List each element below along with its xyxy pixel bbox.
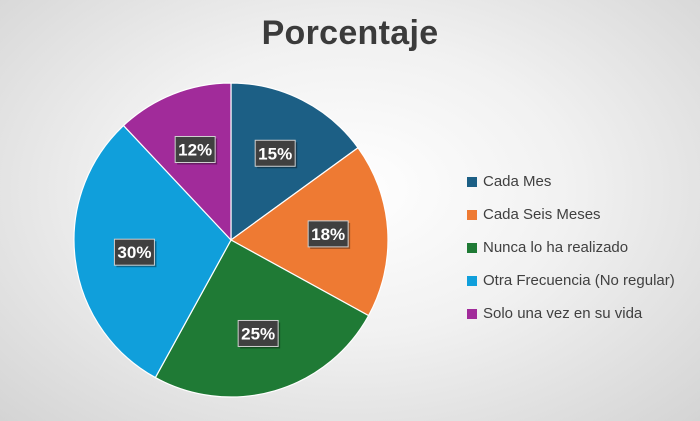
legend-label: Nunca lo ha realizado	[483, 239, 629, 256]
legend-swatch	[467, 308, 477, 319]
data-label-1: 15%	[254, 139, 298, 169]
data-label-2: 18%	[307, 220, 351, 249]
data-label-text: 18%	[311, 225, 345, 244]
legend: Cada Mes Cada Seis Meses Nunca lo ha reali…	[467, 165, 675, 330]
legend-item: Cada Mes	[467, 165, 675, 198]
legend-label: Solo una vez en su vida	[483, 305, 643, 322]
legend-item: Otra Frecuencia (No regular)	[467, 264, 675, 297]
data-label-5: 12%	[174, 135, 218, 165]
legend-label: Cada Seis Meses	[483, 206, 601, 223]
data-label-text: 30%	[117, 243, 151, 262]
pie-slice-3	[154, 239, 370, 398]
data-label-3: 25%	[237, 319, 281, 349]
legend-item: Nunca lo ha realizado	[467, 231, 675, 264]
legend-swatch	[467, 176, 477, 187]
chart-title: Porcentaje	[261, 14, 439, 52]
data-label-4: 30%	[113, 238, 157, 268]
legend-item: Solo una vez en su vida	[467, 297, 675, 330]
legend-label: Cada Mes	[483, 173, 552, 190]
legend-swatch	[467, 242, 477, 253]
data-label-text: 25%	[241, 324, 275, 343]
data-label-text: 15%	[258, 144, 292, 163]
legend-swatch	[467, 209, 477, 220]
legend-swatch	[467, 275, 477, 286]
data-label-text: 12%	[178, 140, 212, 159]
legend-item: Cada Seis Meses	[467, 198, 675, 231]
legend-label: Otra Frecuencia (No regular)	[483, 272, 675, 289]
